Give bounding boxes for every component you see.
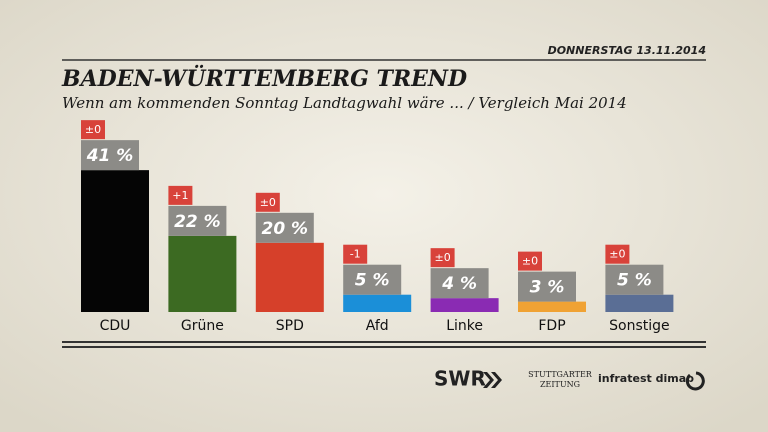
value-label-box: [81, 140, 139, 171]
change-label: ±0: [434, 251, 450, 264]
value-label-box: [518, 271, 576, 302]
change-box: [255, 192, 280, 212]
swr-arrows: [483, 372, 502, 388]
x-tick-label: Sonstige: [609, 318, 670, 334]
bar: [343, 294, 412, 312]
value-label-box: [430, 268, 489, 299]
x-tick-label: CDU: [100, 318, 131, 334]
bar: [605, 294, 674, 312]
change-box: [430, 248, 455, 268]
source-logo: SWR: [434, 367, 486, 391]
value-label: 22 %: [174, 212, 221, 232]
bar: [168, 235, 237, 312]
change-box: [343, 244, 368, 264]
value-label: 20 %: [261, 219, 308, 239]
x-tick-label: SPD: [276, 318, 304, 334]
bar: [255, 242, 324, 312]
value-label-box: [168, 205, 227, 236]
x-tick-label: Afd: [366, 318, 389, 334]
value-label-box: [255, 212, 314, 243]
change-label: ±0: [522, 255, 538, 268]
x-tick-label: Grüne: [181, 318, 224, 334]
source-logo: STUTTGARTER: [528, 370, 593, 379]
value-label: 3 %: [530, 278, 565, 298]
value-label: 41 %: [86, 146, 134, 166]
value-label: 4 %: [441, 274, 477, 294]
source-logo: infratest dimap: [598, 372, 694, 385]
bar: [430, 298, 499, 312]
change-box: [605, 244, 630, 264]
change-box: [168, 185, 193, 205]
change-label: ±0: [85, 123, 101, 136]
x-tick-label: FDP: [538, 318, 565, 334]
bar: [518, 301, 586, 312]
value-label: 5 %: [617, 271, 652, 291]
bar: [81, 170, 149, 312]
x-tick-label: Linke: [446, 318, 483, 334]
change-label: ±0: [260, 196, 276, 209]
change-label: ±0: [609, 248, 625, 261]
change-label: +1: [172, 189, 188, 202]
source-logo: ZEITUNG: [540, 380, 580, 389]
dimap-icon: [685, 371, 705, 391]
value-label-box: [343, 264, 402, 295]
value-label-box: [605, 264, 664, 295]
change-box: [81, 120, 105, 140]
date: DONNERSTAG 13.11.2014: [548, 44, 706, 57]
change-label: -1: [350, 248, 361, 261]
value-label: 5 %: [355, 271, 390, 291]
chart-title: BADEN-WÜRTTEMBERG TREND: [61, 64, 467, 92]
chart-subtitle: Wenn am kommenden Sonntag Landtagwahl wä…: [62, 94, 627, 112]
change-box: [518, 251, 542, 271]
